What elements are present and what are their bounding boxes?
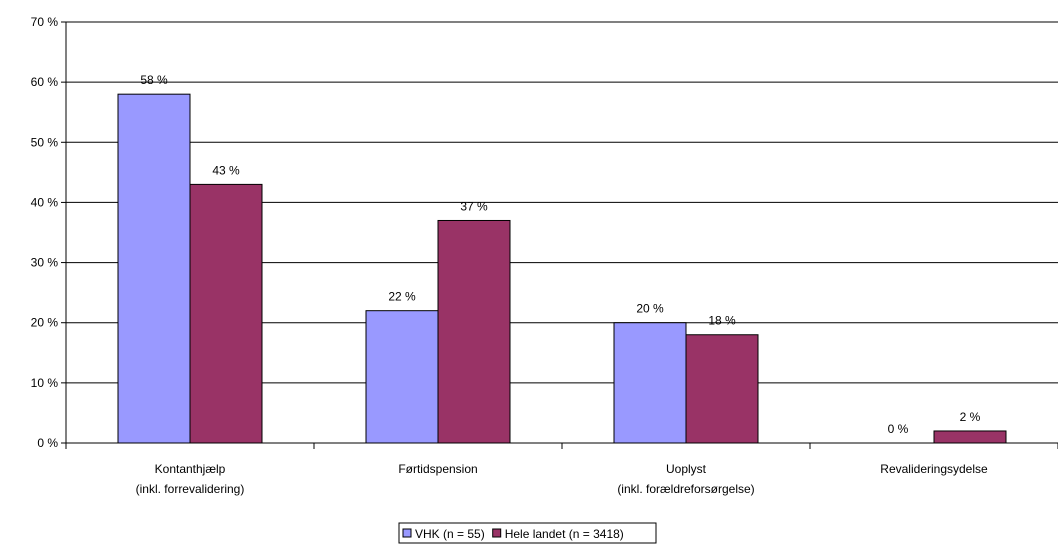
axes [65,22,1058,449]
legend-entry: VHK (n = 55) [415,527,485,541]
legend-swatch [402,528,412,538]
y-axis-ticks: 0 % 10 % 20 % 30 % 40 % 50 % 60 % 70 % [31,15,66,450]
legend-entry: Hele landet (n = 3418) [505,527,624,541]
y-tick-label: 10 % [31,376,59,390]
x-category-label: Førtidspension [398,462,477,476]
y-tick-label: 0 % [37,436,58,450]
data-label: 58 % [140,73,168,87]
x-axis-category-labels: Kontanthjælp (inkl. forrevalidering) Førti… [136,462,988,496]
bar-vhk [613,322,687,444]
data-label: 0 % [888,422,909,436]
bar-hele-landet [685,334,759,444]
x-category-label: (inkl. forældreforsørgelse) [617,482,754,496]
y-tick-label: 20 % [31,316,59,330]
bar-hele-landet [189,183,263,444]
data-label: 18 % [708,314,736,328]
bar-hele-landet [933,430,1007,444]
y-tick-label: 60 % [31,75,59,89]
x-category-label: Uoplyst [666,462,707,476]
y-tick-label: 70 % [31,15,59,29]
data-label: 20 % [636,302,664,316]
bars [117,93,1007,444]
y-tick-label: 50 % [31,135,59,149]
data-label: 22 % [388,290,416,304]
x-category-label: (inkl. forrevalidering) [136,482,245,496]
legend-box [398,522,657,544]
legend-swatch [492,528,502,538]
y-tick-label: 30 % [31,256,59,270]
data-label: 43 % [212,163,240,177]
x-category-label: Revalideringsydelse [880,462,988,476]
x-category-label: Kontanthjælp [155,462,226,476]
bar-hele-landet [437,219,511,444]
legend: VHK (n = 55) Hele landet (n = 3418) [398,522,657,544]
y-tick-label: 40 % [31,195,59,209]
bar-vhk [117,93,191,444]
data-labels: 58 % 43 % 22 % 37 % 20 % 18 % 0 % 2 % [140,73,980,436]
data-label: 2 % [960,410,981,424]
bar-vhk [365,310,439,444]
data-label: 37 % [460,199,488,213]
